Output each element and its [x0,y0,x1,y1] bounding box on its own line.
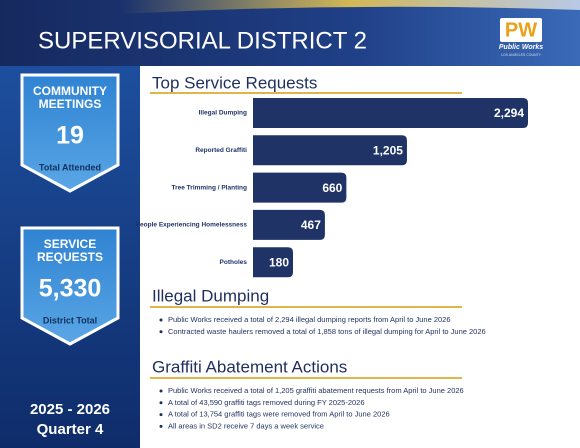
card-shield [20,73,120,193]
bullet-dot [159,330,163,334]
bullet-dot [159,401,163,405]
card-title: MEETINGS [39,97,102,111]
period-years: 2025 - 2026 [30,401,110,418]
bullet-dot [159,413,163,417]
card-caption: District Total [43,315,97,325]
header-streak [120,0,580,14]
bar [253,172,347,203]
card-value: 5,330 [39,275,102,303]
category-label: Illegal Dumping [199,110,247,117]
bar-value-label: 180 [269,255,289,269]
section-heading: Graffiti Abatement Actions [152,357,347,376]
logo-name: Public Works [499,44,543,51]
category-label: Tree Trimming / Planting [172,184,248,191]
card-title: REQUESTS [37,250,103,264]
bar [253,247,294,278]
category-label: Reported Graffiti [195,147,247,154]
header-title: SUPERVISORIAL DISTRICT 2 [38,27,367,54]
card-title: COMMUNITY [33,84,107,98]
bar [253,209,325,240]
bullet-text: Public Works received a total of 2,294 i… [168,315,451,324]
logo-box [500,18,542,42]
logo-subtitle: LOS ANGELES COUNTY [501,53,542,57]
card-shield [20,226,120,346]
category-label: People Experiencing Homelessness [136,222,248,229]
chart-title: Top Service Requests [152,73,317,92]
logo-mark: PW [505,19,537,41]
period-quarter: Quarter 4 [37,421,104,438]
bar-value-label: 660 [322,181,342,195]
bullet-dot [159,389,163,393]
bar-value-label: 467 [301,218,321,232]
bullet-text: A total of 13,754 graffiti tags were rem… [168,410,390,419]
card-caption: Total Attended [39,162,101,172]
bar [253,98,528,128]
bullet-text: Public Works received a total of 1,205 g… [168,386,464,395]
section-heading: Illegal Dumping [152,286,269,305]
bar-value-label: 1,205 [373,143,403,157]
bar-value-label: 2,294 [494,106,524,120]
card-value: 19 [56,122,84,150]
bullet-dot [159,318,163,322]
card-title: SERVICE [44,237,96,251]
header-band [0,0,580,66]
title-rule [150,92,462,94]
bar [253,135,407,166]
bullet-text: All areas in SD2 receive 7 days a week s… [168,421,324,430]
section-rule [150,377,462,379]
bullet-text: Contracted waste haulers removed a total… [168,327,486,336]
bullet-dot [159,424,163,428]
bullet-text: A total of 43,590 graffiti tags removed … [168,398,365,407]
category-label: Potholes [220,259,248,266]
section-rule [150,306,462,308]
